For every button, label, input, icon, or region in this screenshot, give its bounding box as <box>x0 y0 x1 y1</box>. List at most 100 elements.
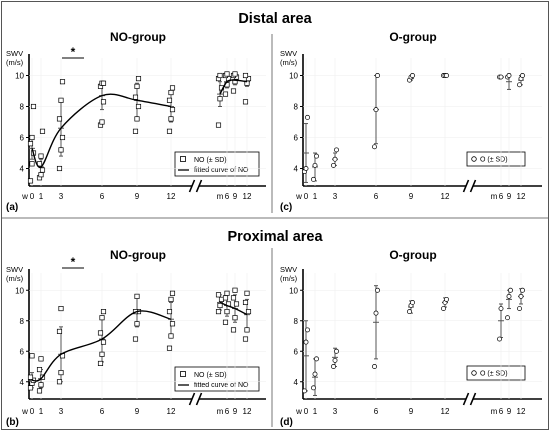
x-tick-label-a: 1 <box>39 192 44 201</box>
x-tick-label-b: w <box>21 407 28 416</box>
data-point-a <box>58 147 64 153</box>
data-point-b <box>56 328 63 334</box>
x-tick-label-b: 0 <box>30 407 35 416</box>
fitted-curve-a-right <box>219 79 248 95</box>
x-tick-label-c: 12 <box>441 192 450 201</box>
significance-star-b: * <box>71 255 76 269</box>
data-group-d <box>372 285 380 369</box>
data-point-b <box>242 336 249 342</box>
data-point-c <box>303 166 309 171</box>
data-point-a <box>132 94 139 100</box>
data-point-c <box>331 162 336 168</box>
x-tick-label-c: 1 <box>313 192 318 201</box>
y-tick-label-a: 10 <box>15 72 24 81</box>
data-point-b <box>134 321 140 327</box>
data-point-d <box>314 356 319 362</box>
ylabel-b-top: SWV <box>6 265 23 274</box>
data-point-a <box>169 107 176 113</box>
group-title-c: O-group <box>389 30 436 44</box>
data-point-a <box>58 97 64 103</box>
x-tick-label-a: 6 <box>225 192 230 201</box>
data-point-b <box>244 290 250 296</box>
data-point-b <box>36 388 43 394</box>
data-group-c <box>497 74 504 80</box>
data-point-c <box>372 144 377 150</box>
data-point-a <box>217 72 223 79</box>
data-point-c <box>305 114 310 120</box>
data-point-a <box>232 71 238 77</box>
data-point-d <box>372 364 377 369</box>
data-point-d <box>444 296 449 302</box>
data-point-d <box>517 306 522 311</box>
x-tick-label-d: 12 <box>441 407 450 416</box>
data-point-b <box>100 339 107 345</box>
fitted-curve-a-left <box>31 93 172 168</box>
data-point-a <box>135 103 142 110</box>
data-point-b <box>215 292 222 298</box>
legend-marker-c <box>471 156 477 162</box>
data-point-b <box>169 290 176 296</box>
x-tick-label-b: 3 <box>59 407 64 416</box>
data-point-d <box>375 287 380 293</box>
data-point-a <box>27 141 34 147</box>
data-point-a <box>230 88 237 94</box>
data-group-d <box>311 356 319 396</box>
data-point-b <box>230 295 237 301</box>
data-point-a <box>59 134 66 141</box>
legend-box-d <box>466 365 526 381</box>
ylabel-d-bottom: (m/s) <box>280 274 298 283</box>
x-tick-label-c: 9 <box>409 192 414 201</box>
data-group-c <box>517 73 525 88</box>
axis-break-2-a <box>195 179 203 193</box>
x-tick-label-c: w <box>295 192 302 201</box>
data-group-c <box>302 114 310 183</box>
data-group-c <box>407 73 415 83</box>
data-point-b <box>168 333 174 339</box>
data-group-c <box>372 73 380 150</box>
legend-text-b-1: NO (± SD) <box>194 372 227 379</box>
x-tick-label-a: 0 <box>30 192 35 201</box>
section-title-distal: Distal area <box>238 11 312 27</box>
data-point-c <box>332 156 338 162</box>
data-point-a <box>242 72 249 79</box>
data-point-b <box>29 353 35 359</box>
x-tick-label-d: w <box>295 407 302 416</box>
ylabel-d-top: SWV <box>280 265 297 274</box>
legend-text-a-1: NO (± SD) <box>194 157 227 164</box>
y-tick-label-d: 4 <box>294 378 299 387</box>
x-tick-label-d: 1 <box>313 407 318 416</box>
data-group-d <box>302 320 310 394</box>
legend-d: O (± SD) <box>466 365 526 381</box>
data-point-d <box>331 364 336 369</box>
data-point-a <box>168 89 174 96</box>
data-point-b <box>58 370 64 376</box>
data-point-a <box>222 91 229 97</box>
y-tick-label-b: 10 <box>15 286 24 295</box>
data-point-a <box>245 76 252 82</box>
x-tick-label-a: m <box>217 192 224 201</box>
data-point-b <box>166 345 173 351</box>
data-point-d <box>407 309 412 315</box>
data-point-c <box>334 147 339 153</box>
ylabel-b-bottom: (m/s) <box>6 274 24 283</box>
ylabel-c-top: SWV <box>280 49 297 58</box>
x-tick-label-d: 9 <box>409 407 414 416</box>
y-tick-label-c: 8 <box>294 103 299 112</box>
x-tick-label-c: 9 <box>507 192 512 201</box>
data-point-b <box>132 336 139 342</box>
significance-star-a: * <box>71 45 76 59</box>
x-tick-label-b: 9 <box>135 407 140 416</box>
data-point-d <box>520 287 525 293</box>
data-point-b <box>230 327 237 333</box>
y-tick-label-a: 8 <box>20 103 25 112</box>
legend-a: NO (± SD) fitted curve of NO <box>174 151 260 177</box>
legend-box-c <box>466 151 526 167</box>
data-point-d <box>303 339 309 345</box>
data-point-a <box>166 97 173 103</box>
data-point-b <box>169 321 176 327</box>
